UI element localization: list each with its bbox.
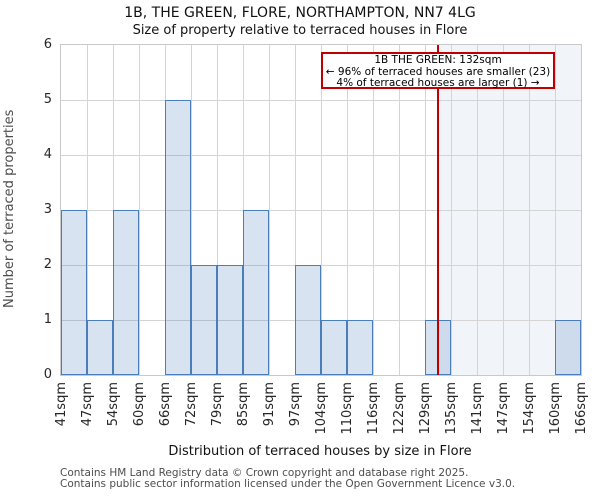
chart-title: 1B, THE GREEN, FLORE, NORTHAMPTON, NN7 4…: [124, 5, 476, 21]
bar-160sqm: [555, 320, 581, 375]
y-axis-label: Number of terraced properties: [2, 109, 17, 309]
gridline-x-160sqm: [554, 45, 556, 375]
x-tick-label-54sqm: 54sqm: [105, 382, 121, 427]
y-tick-label-4: 4: [43, 147, 52, 162]
plot-area: 1B THE GREEN: 132sqm ← 96% of terraced h…: [44, 37, 589, 435]
x-axis-label: Distribution of terraced houses by size …: [168, 444, 472, 459]
x-tick-label-110sqm: 110sqm: [339, 382, 355, 435]
bar-104sqm: [321, 320, 347, 375]
x-tick-label-60sqm: 60sqm: [131, 382, 147, 427]
gridline-x-60sqm: [138, 45, 140, 375]
gridline-x-79sqm: [216, 45, 218, 375]
x-tick-label-129sqm: 129sqm: [417, 382, 433, 435]
bar-72sqm: [191, 265, 217, 375]
x-tick-label-147sqm: 147sqm: [495, 382, 511, 435]
x-tick-label-41sqm: 41sqm: [53, 382, 69, 427]
x-tick-label-141sqm: 141sqm: [469, 382, 485, 435]
gridline-x-104sqm: [320, 45, 322, 375]
gridline-x-110sqm: [346, 45, 348, 375]
gridline-x-135sqm: [450, 45, 452, 375]
annotation-larger-text: 4% of terraced houses are larger (1) →: [336, 77, 540, 90]
x-tick-label-79sqm: 79sqm: [209, 382, 225, 427]
gridline-x-97sqm: [294, 45, 296, 375]
gridline-x-141sqm: [476, 45, 478, 375]
gridline-x-91sqm: [268, 45, 270, 375]
footer-copyright-hmlr: Contains HM Land Registry data © Crown c…: [60, 467, 469, 479]
x-tick-label-154sqm: 154sqm: [521, 382, 537, 435]
x-tick-label-166sqm: 166sqm: [573, 382, 589, 435]
bar-97sqm: [295, 265, 321, 375]
x-tick-label-104sqm: 104sqm: [313, 382, 329, 435]
gridline-x-154sqm: [528, 45, 530, 375]
y-tick-label-2: 2: [43, 257, 52, 272]
x-tick-label-122sqm: 122sqm: [391, 382, 407, 435]
bar-66sqm: [165, 100, 191, 375]
bar-110sqm: [347, 320, 373, 375]
x-tick-label-91sqm: 91sqm: [261, 382, 277, 427]
bar-47sqm: [87, 320, 113, 375]
bar-79sqm: [217, 265, 243, 375]
x-tick-label-160sqm: 160sqm: [547, 382, 563, 435]
property-annotation-box: 1B THE GREEN: 132sqm ← 96% of terraced h…: [321, 52, 555, 89]
annotation-smaller-text: ← 96% of terraced houses are smaller (23…: [325, 65, 551, 78]
gridline-x-147sqm: [502, 45, 504, 375]
x-tick-label-97sqm: 97sqm: [287, 382, 303, 427]
y-tick-label-5: 5: [43, 92, 52, 107]
footer-copyright-ogl: Contains public sector information licen…: [60, 478, 516, 490]
y-tick-label-6: 6: [43, 37, 52, 52]
x-tick-label-47sqm: 47sqm: [79, 382, 95, 427]
x-tick-label-135sqm: 135sqm: [443, 382, 459, 435]
x-tick-label-72sqm: 72sqm: [183, 382, 199, 427]
bar-54sqm: [113, 210, 139, 375]
gridline-x-47sqm: [86, 45, 88, 375]
property-size-marker-line: [437, 45, 439, 375]
bar-85sqm: [243, 210, 269, 375]
y-tick-label-1: 1: [43, 312, 52, 327]
annotation-title: 1B THE GREEN: 132sqm: [374, 54, 502, 66]
x-tick-label-66sqm: 66sqm: [157, 382, 173, 427]
gridline-x-122sqm: [398, 45, 400, 375]
bar-41sqm: [61, 210, 87, 375]
y-tick-label-0: 0: [43, 367, 52, 382]
x-tick-label-116sqm: 116sqm: [365, 382, 381, 435]
gridline-x-72sqm: [190, 45, 192, 375]
gridline-x-129sqm: [424, 45, 426, 375]
chart-subtitle: Size of property relative to terraced ho…: [132, 23, 468, 38]
x-tick-label-85sqm: 85sqm: [235, 382, 251, 427]
y-tick-label-3: 3: [43, 202, 52, 217]
gridline-x-116sqm: [372, 45, 374, 375]
